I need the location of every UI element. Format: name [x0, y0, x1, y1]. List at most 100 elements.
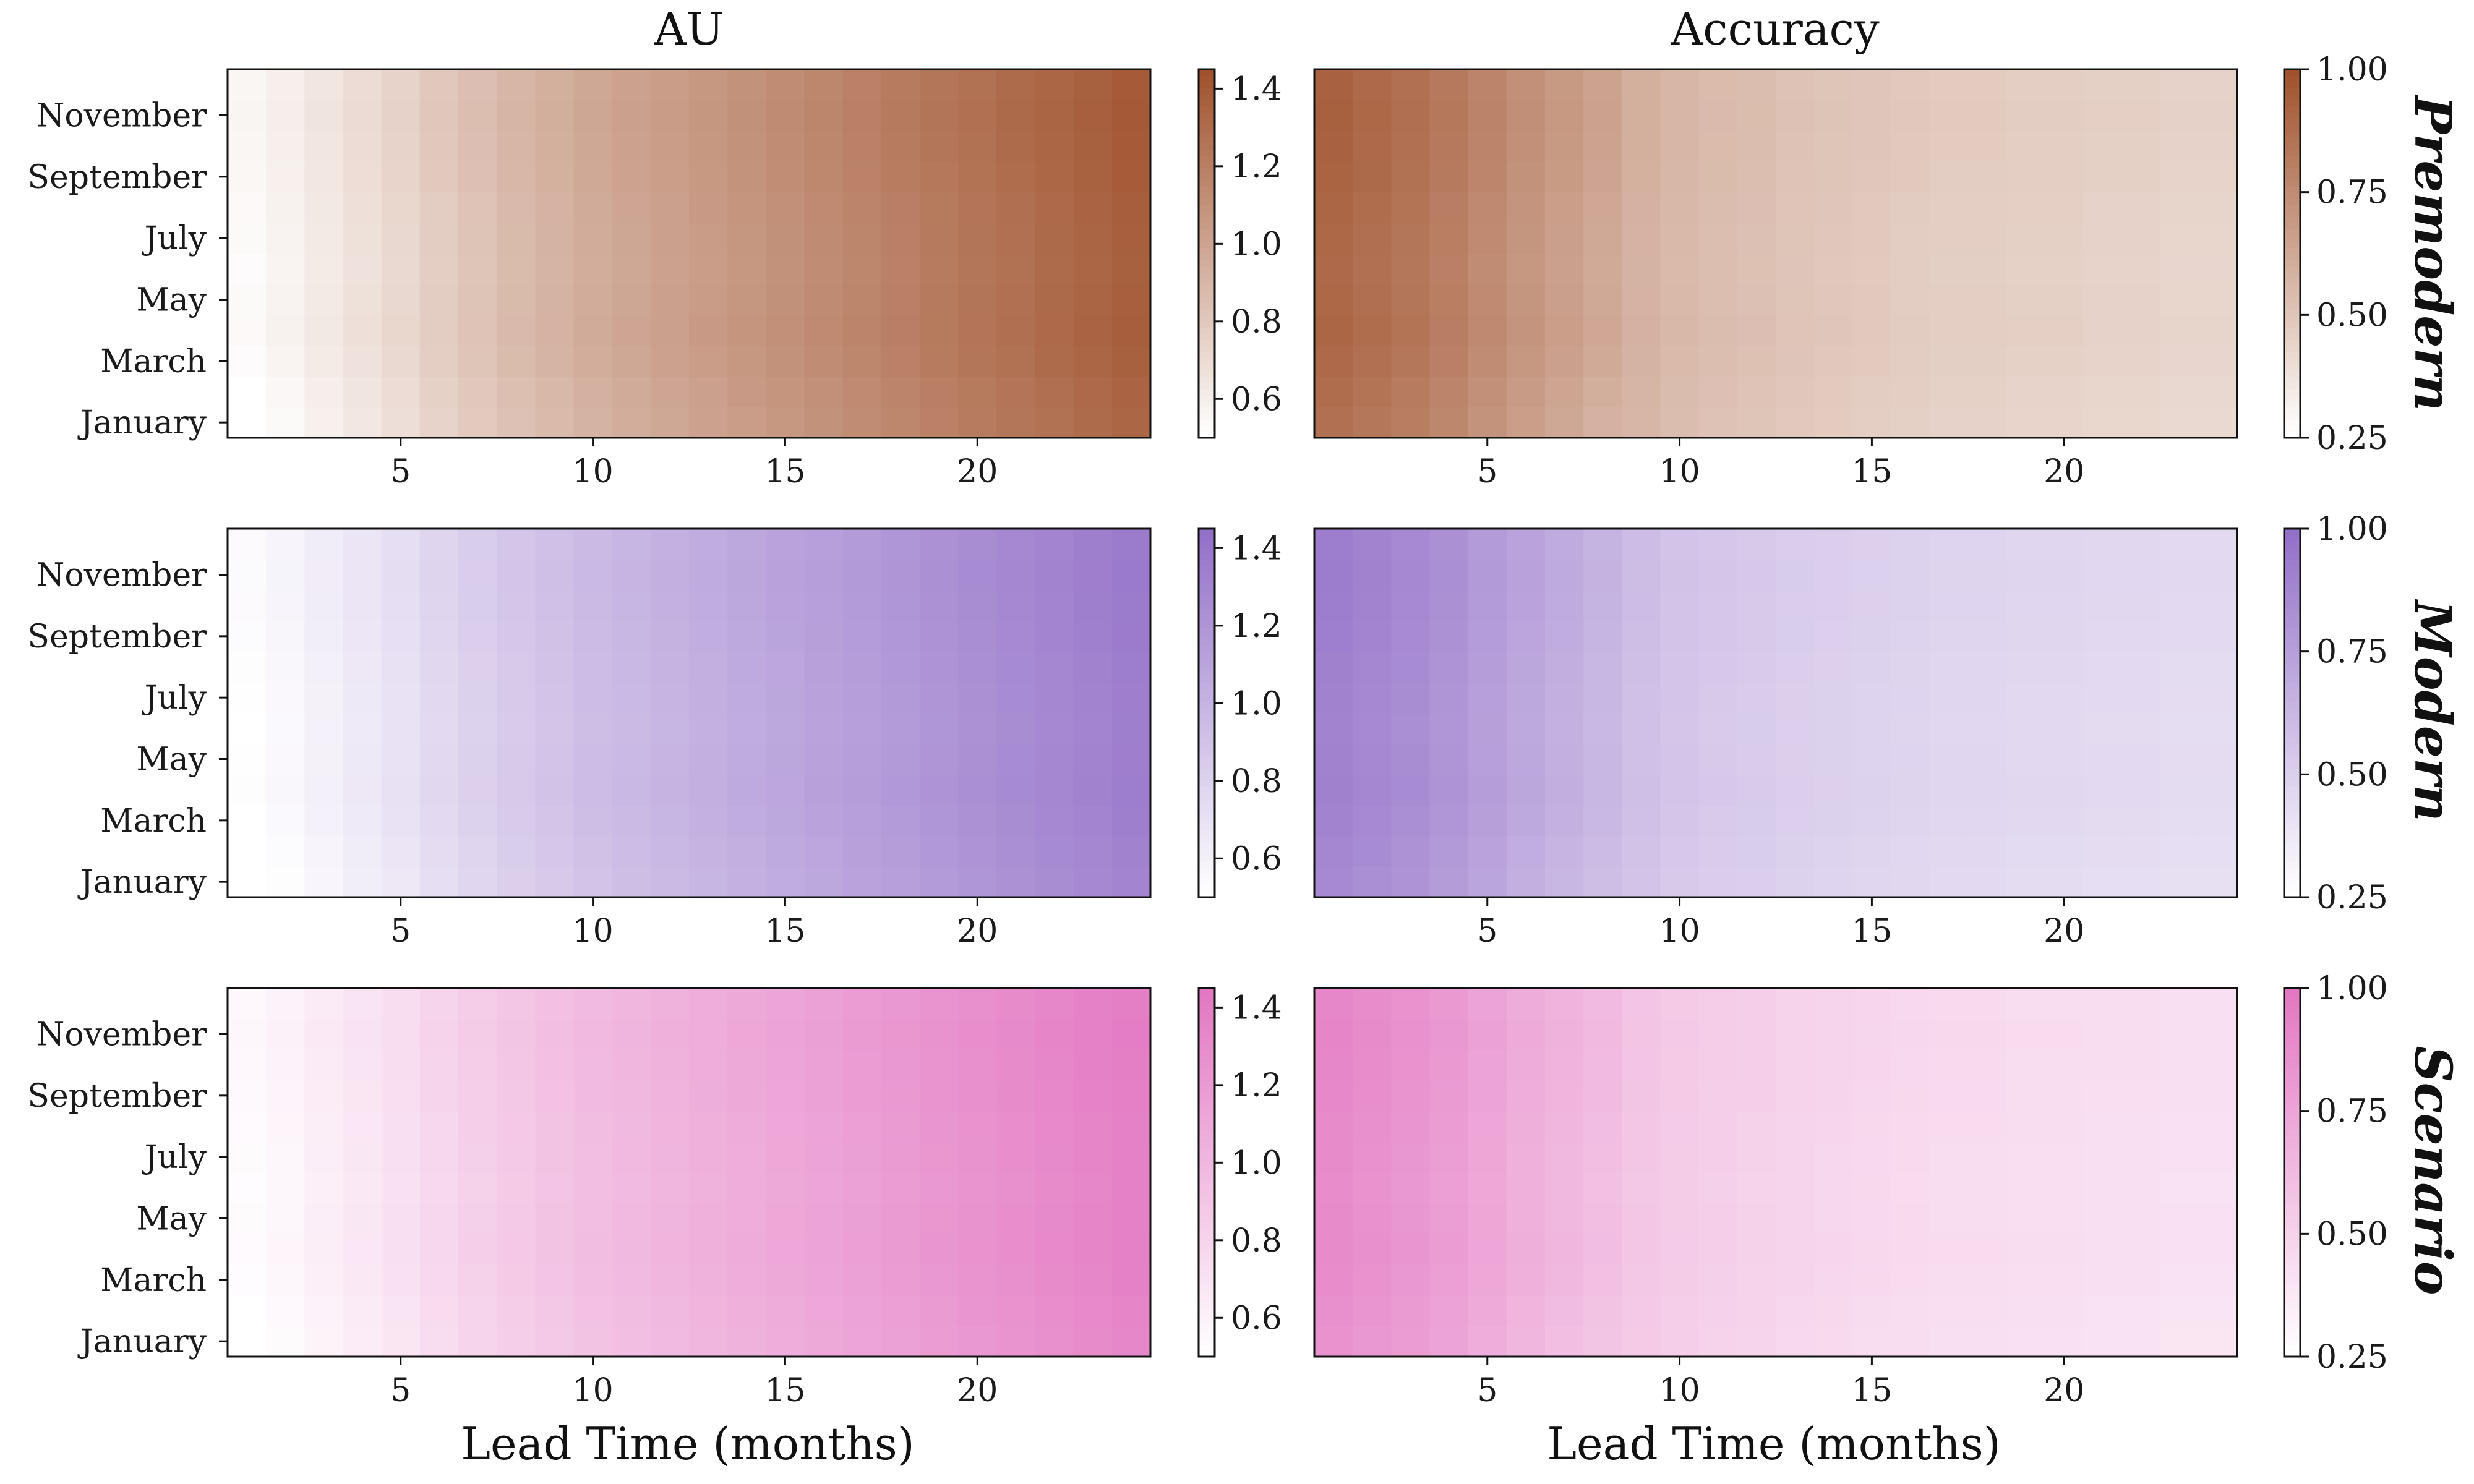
heatmap-cell: [535, 346, 575, 377]
heatmap-cell: [2160, 407, 2199, 438]
heatmap-cell: [497, 1203, 536, 1234]
heatmap-cell: [689, 1172, 728, 1204]
heatmap-cell: [2083, 1111, 2123, 1142]
heatmap-cell: [881, 161, 920, 193]
heatmap-cell: [266, 1234, 305, 1265]
heatmap-cell: [304, 1264, 344, 1296]
heatmap-cell: [881, 1172, 920, 1204]
heatmap-cell: [958, 407, 997, 438]
heatmap-cell: [958, 743, 997, 775]
heatmap-cell: [996, 621, 1036, 652]
colorbar-segment: [1199, 271, 1215, 279]
colorbar-segment: [1199, 651, 1215, 659]
heatmap-cell: [727, 866, 766, 898]
heatmap-cell: [458, 315, 497, 346]
heatmap-cell: [996, 1295, 1036, 1326]
heatmap-cell: [2083, 161, 2123, 193]
heatmap-cell: [497, 1141, 536, 1173]
heatmap-cell: [304, 100, 344, 131]
heatmap-cell: [1891, 621, 1930, 652]
heatmap-cell: [612, 284, 651, 315]
heatmap-cell: [343, 284, 382, 315]
heatmap-cell: [266, 100, 305, 131]
colorbar-segment: [2284, 407, 2300, 414]
heatmap-cell: [1967, 1234, 2007, 1265]
heatmap-cell: [1967, 346, 2007, 377]
heatmap-cell: [304, 346, 344, 377]
heatmap-cell: [920, 1080, 959, 1112]
heatmap-cell: [1468, 192, 1507, 223]
heatmap-cell: [1814, 866, 1853, 898]
heatmap-cell: [1852, 69, 1892, 101]
heatmap-cell: [573, 866, 613, 898]
heatmap-cell: [343, 1172, 382, 1204]
heatmap-cell: [1814, 651, 1853, 683]
colorbar-segment: [2284, 1111, 2300, 1118]
heatmap-cell: [2045, 529, 2084, 560]
heatmap-cell: [1035, 254, 1074, 285]
heatmap-cell: [1929, 866, 1969, 898]
heatmap-cell: [689, 254, 728, 285]
heatmap-cell: [1545, 1264, 1584, 1296]
heatmap-cell: [920, 254, 959, 285]
heatmap-cell: [881, 1141, 920, 1173]
colorbar-segment: [2284, 93, 2300, 101]
heatmap-cell: [1429, 1203, 1469, 1234]
heatmap-cell: [1073, 346, 1113, 377]
heatmap-cell: [1111, 192, 1151, 223]
heatmap-cell: [1929, 69, 1969, 101]
heatmap-cell: [727, 1172, 766, 1204]
colorbar-segment: [1199, 719, 1215, 726]
heatmap-cell: [804, 315, 844, 346]
colorbar-segment: [1199, 731, 1215, 738]
heatmap-cell: [2121, 315, 2161, 346]
heatmap-cell: [1776, 1264, 1815, 1296]
heatmap-cell: [612, 407, 651, 438]
heatmap-cell: [689, 192, 728, 223]
heatmap-cell: [1698, 590, 1738, 621]
heatmap-cell: [2121, 529, 2161, 560]
heatmap-cell: [612, 130, 651, 162]
heatmap-cell: [650, 161, 690, 193]
heatmap-cell: [343, 346, 382, 377]
heatmap-cell: [458, 988, 497, 1020]
heatmap-cell: [2083, 805, 2123, 837]
heatmap-cell: [1622, 130, 1661, 162]
heatmap-cell: [2121, 130, 2161, 162]
heatmap-cell: [458, 100, 497, 131]
heatmap-cell: [2006, 1264, 2045, 1296]
heatmap-cell: [1891, 376, 1930, 407]
heatmap-cell: [1929, 1141, 1969, 1173]
heatmap-cell: [842, 315, 882, 346]
heatmap-cell: [804, 988, 844, 1020]
heatmap-cell: [1314, 1018, 1353, 1050]
heatmap-cell: [1929, 590, 1969, 621]
heatmap-cell: [1391, 866, 1431, 898]
heatmap-cell: [1852, 223, 1892, 254]
heatmap-cell: [920, 529, 959, 560]
heatmap-cell: [958, 682, 997, 714]
heatmap-cell: [920, 866, 959, 898]
heatmap-cell: [1391, 1111, 1431, 1142]
heatmap-cell: [1314, 284, 1353, 315]
heatmap-cell: [766, 69, 805, 101]
colorbar-segment: [1199, 1240, 1215, 1247]
heatmap-cell: [727, 346, 766, 377]
colorbar-segment: [1199, 223, 1215, 230]
heatmap-cell: [958, 376, 997, 407]
heatmap-cell: [1391, 254, 1431, 285]
x-tick-label: 5: [1477, 1372, 1497, 1409]
heatmap-cell: [1698, 161, 1738, 193]
heatmap-cell: [419, 407, 459, 438]
heatmap-cell: [1391, 1203, 1431, 1234]
colorbar-segment: [1199, 1227, 1215, 1235]
heatmap-cell: [2006, 988, 2045, 1020]
heatmap-cell: [1929, 346, 1969, 377]
heatmap-cell: [419, 254, 459, 285]
heatmap-cell: [650, 1234, 690, 1265]
colorbar-segment: [2284, 1344, 2300, 1351]
heatmap-cell: [1429, 835, 1469, 867]
heatmap-cell: [881, 805, 920, 837]
heatmap-cell: [1698, 223, 1738, 254]
colorbar-segment: [1199, 376, 1215, 383]
